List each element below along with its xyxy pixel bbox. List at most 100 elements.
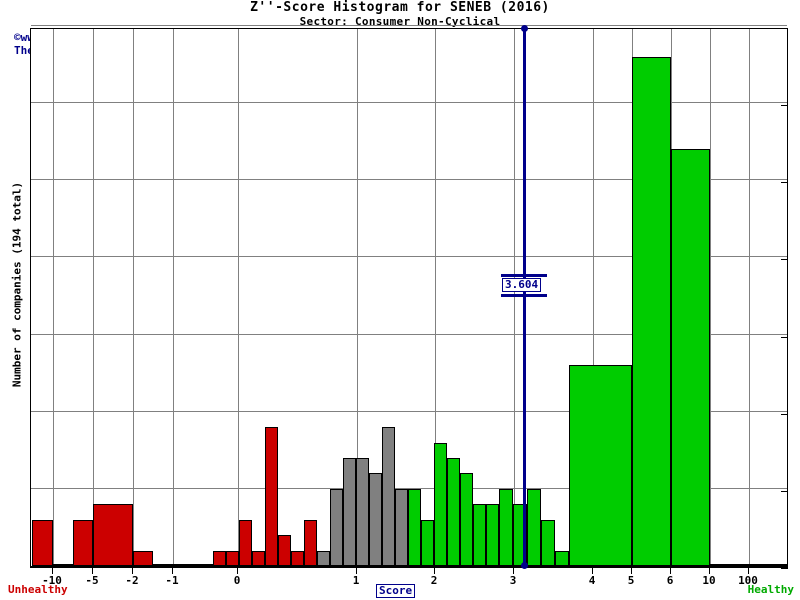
histogram-bar — [304, 519, 317, 566]
histogram-bar — [369, 473, 382, 566]
y-axis-tick — [781, 182, 788, 184]
histogram-bar — [710, 564, 749, 566]
histogram-bar — [356, 458, 369, 566]
x-gridline — [357, 29, 358, 566]
x-axis-tick-label: 2 — [430, 574, 438, 587]
x-axis-tick — [748, 568, 749, 574]
histogram-bar — [153, 564, 173, 566]
histogram-bar — [749, 564, 788, 566]
histogram-bar — [133, 550, 153, 566]
histogram-bar — [252, 550, 265, 566]
x-axis-tick — [52, 568, 53, 574]
x-axis-tick-label: 3 — [509, 574, 517, 587]
x-axis-tick — [631, 568, 632, 574]
histogram-bar — [330, 488, 343, 566]
x-axis-tick — [513, 568, 514, 574]
histogram-bar — [569, 365, 632, 566]
histogram-bar — [93, 504, 133, 566]
histogram-bar — [421, 519, 434, 566]
x-gridline — [173, 29, 174, 566]
histogram-bar — [408, 488, 421, 566]
histogram-bar — [265, 427, 278, 566]
x-axis-tick — [592, 568, 593, 574]
score-marker-line — [523, 28, 526, 568]
x-gridline — [238, 29, 239, 566]
histogram-bar — [395, 488, 408, 566]
y-gridline — [31, 102, 787, 104]
histogram-bar — [213, 550, 226, 566]
histogram-bar — [193, 564, 213, 566]
x-gridline — [93, 29, 94, 566]
plot-area — [30, 25, 788, 568]
histogram-bar — [226, 550, 239, 566]
y-gridline — [31, 333, 787, 335]
x-gridline — [514, 29, 515, 566]
y-gridline — [31, 256, 787, 258]
x-axis-tick-label: 6 — [666, 574, 674, 587]
y-gridline — [31, 179, 787, 181]
histogram-bar — [447, 458, 460, 566]
x-gridline — [133, 29, 134, 566]
x-axis-tick-label: -2 — [125, 574, 139, 587]
histogram-bar — [32, 519, 53, 566]
histogram-bar — [343, 458, 356, 566]
score-marker-cap-top — [501, 274, 547, 278]
score-marker-bottom-dot — [521, 562, 528, 569]
x-axis-tick-label: 1 — [352, 574, 360, 587]
x-gridline — [710, 29, 711, 566]
x-axis-tick — [670, 568, 671, 574]
histogram-bar — [671, 149, 710, 566]
histogram-bar — [541, 519, 555, 566]
x-axis-tick-label: 5 — [627, 574, 635, 587]
x-axis-tick — [709, 568, 710, 574]
histogram-bar — [239, 519, 252, 566]
y-axis-tick — [781, 413, 788, 415]
histogram-bar — [173, 564, 193, 566]
x-axis-tick — [172, 568, 173, 574]
y-axis-title: Number of companies (194 total) — [10, 181, 24, 388]
histogram-bar — [317, 550, 330, 566]
x-axis-tick-label: -10 — [42, 574, 62, 587]
x-axis-tick — [237, 568, 238, 574]
y-axis-tick — [781, 490, 788, 492]
chart-title: Z''-Score Histogram for SENEB (2016) — [250, 0, 550, 15]
histogram-bar — [555, 550, 569, 566]
x-axis-tick — [356, 568, 357, 574]
histogram-bar — [278, 535, 291, 566]
histogram-bar — [73, 519, 93, 566]
histogram-bar — [460, 473, 473, 566]
y-gridline — [31, 410, 787, 412]
histogram-bar — [473, 504, 486, 566]
histogram-bar — [486, 504, 499, 566]
histogram-bar — [53, 564, 73, 566]
histogram-bar — [382, 427, 395, 566]
x-axis-tick — [92, 568, 93, 574]
x-axis-title: Score — [376, 584, 416, 598]
histogram-bar — [632, 56, 671, 566]
y-axis-tick — [781, 568, 788, 569]
histogram-bar — [499, 488, 513, 566]
y-gridline — [31, 25, 787, 26]
y-axis-tick — [781, 259, 788, 261]
x-axis-tick — [434, 568, 435, 574]
score-marker-cap-bottom — [501, 294, 547, 298]
x-gridline — [749, 29, 750, 566]
score-marker-top-dot — [521, 25, 528, 32]
y-axis-tick — [781, 28, 788, 29]
x-axis-tick — [132, 568, 133, 574]
y-gridline — [31, 487, 787, 489]
x-axis-tick-label: -5 — [85, 574, 99, 587]
y-axis-tick — [781, 336, 788, 338]
x-axis-tick-label: -1 — [165, 574, 179, 587]
y-axis-tick — [781, 105, 788, 107]
score-marker-label: 3.604 — [502, 278, 542, 293]
x-gridline — [593, 29, 594, 566]
x-axis-tick-label: 0 — [233, 574, 241, 587]
healthy-label: Healthy — [747, 583, 794, 596]
x-gridline — [53, 29, 54, 566]
x-axis-tick-label: 100 — [738, 574, 758, 587]
chart-subtitle: Sector: Consumer Non-Cyclical — [299, 15, 501, 28]
x-axis-tick-label: 10 — [702, 574, 716, 587]
histogram-bar — [291, 550, 304, 566]
